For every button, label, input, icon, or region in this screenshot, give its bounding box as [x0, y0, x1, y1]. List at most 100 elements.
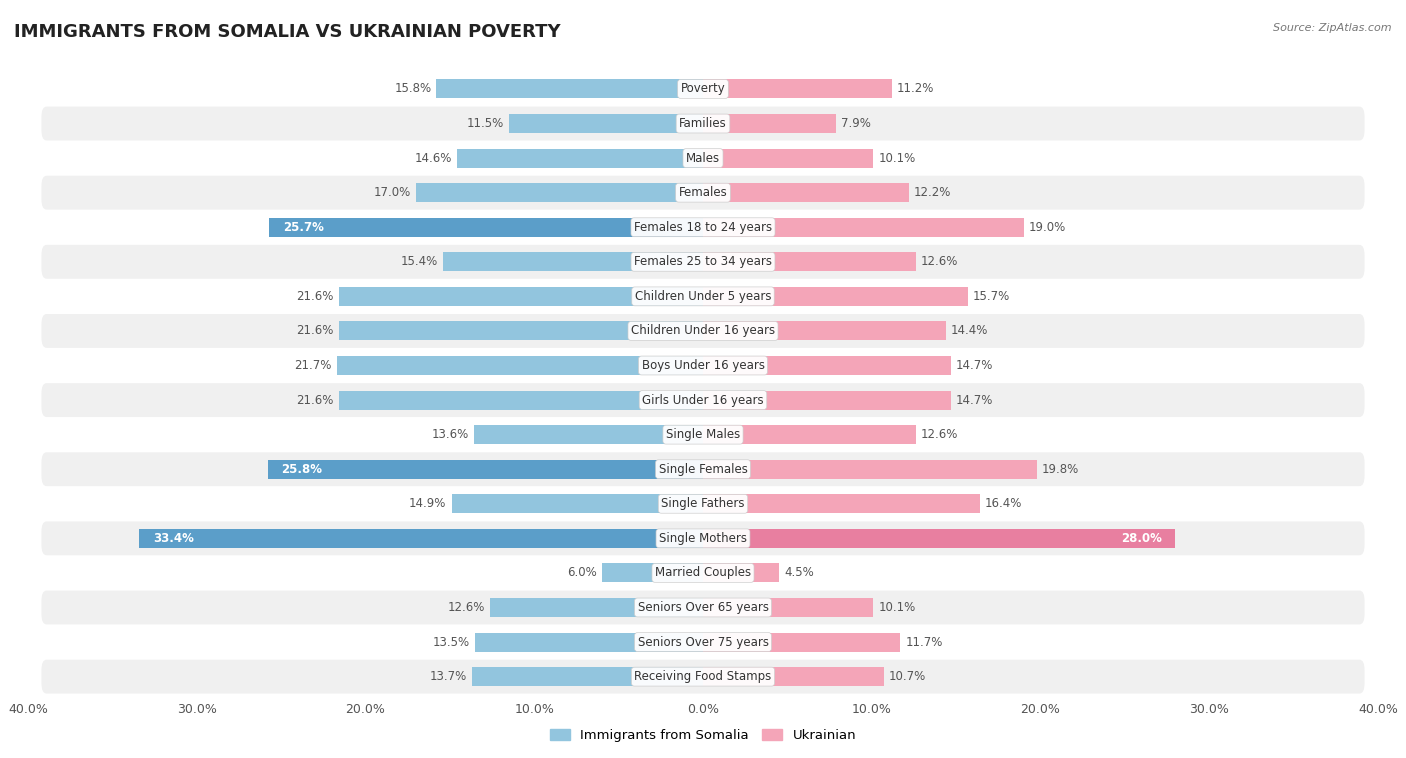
Bar — [457, 149, 703, 168]
Text: 11.2%: 11.2% — [897, 83, 935, 96]
Bar — [267, 459, 703, 479]
Text: Poverty: Poverty — [681, 83, 725, 96]
Text: 16.4%: 16.4% — [984, 497, 1022, 510]
Text: 13.7%: 13.7% — [430, 670, 467, 683]
Text: 25.7%: 25.7% — [283, 221, 323, 233]
Text: 14.7%: 14.7% — [956, 359, 994, 372]
FancyBboxPatch shape — [41, 210, 1365, 244]
Text: Single Mothers: Single Mothers — [659, 532, 747, 545]
Text: 7.9%: 7.9% — [841, 117, 872, 130]
Text: 15.4%: 15.4% — [401, 255, 439, 268]
Text: 6.0%: 6.0% — [567, 566, 596, 579]
Text: 17.0%: 17.0% — [374, 186, 411, 199]
Bar — [703, 598, 873, 617]
Bar — [703, 494, 980, 513]
Text: Seniors Over 75 years: Seniors Over 75 years — [637, 635, 769, 649]
Bar — [339, 287, 703, 306]
FancyBboxPatch shape — [41, 349, 1365, 383]
Text: 21.6%: 21.6% — [297, 393, 333, 406]
Text: Girls Under 16 years: Girls Under 16 years — [643, 393, 763, 406]
FancyBboxPatch shape — [41, 487, 1365, 521]
Bar — [703, 459, 1038, 479]
Bar — [703, 563, 779, 582]
FancyBboxPatch shape — [41, 176, 1365, 210]
Text: Females: Females — [679, 186, 727, 199]
Text: 12.6%: 12.6% — [921, 428, 957, 441]
Bar — [416, 183, 703, 202]
Bar — [703, 218, 1024, 236]
Bar — [703, 356, 950, 375]
Text: Source: ZipAtlas.com: Source: ZipAtlas.com — [1274, 23, 1392, 33]
Bar — [703, 149, 873, 168]
Text: Females 18 to 24 years: Females 18 to 24 years — [634, 221, 772, 233]
Text: 28.0%: 28.0% — [1121, 532, 1161, 545]
Text: Females 25 to 34 years: Females 25 to 34 years — [634, 255, 772, 268]
Text: 21.6%: 21.6% — [297, 324, 333, 337]
Text: 14.7%: 14.7% — [956, 393, 994, 406]
Text: 11.5%: 11.5% — [467, 117, 503, 130]
Text: 19.0%: 19.0% — [1029, 221, 1066, 233]
Text: 13.5%: 13.5% — [433, 635, 470, 649]
Bar — [474, 425, 703, 444]
Bar — [703, 529, 1175, 548]
Text: 4.5%: 4.5% — [785, 566, 814, 579]
Bar — [703, 667, 883, 686]
FancyBboxPatch shape — [41, 245, 1365, 279]
Text: Children Under 16 years: Children Under 16 years — [631, 324, 775, 337]
Bar — [339, 321, 703, 340]
Bar — [472, 667, 703, 686]
Bar — [703, 390, 950, 409]
FancyBboxPatch shape — [41, 107, 1365, 140]
Text: Single Fathers: Single Fathers — [661, 497, 745, 510]
FancyBboxPatch shape — [41, 314, 1365, 348]
Bar — [139, 529, 703, 548]
Bar — [337, 356, 703, 375]
FancyBboxPatch shape — [41, 556, 1365, 590]
FancyBboxPatch shape — [41, 418, 1365, 452]
Text: 12.2%: 12.2% — [914, 186, 952, 199]
Text: 21.6%: 21.6% — [297, 290, 333, 303]
Text: Families: Families — [679, 117, 727, 130]
Bar — [509, 114, 703, 133]
Text: Receiving Food Stamps: Receiving Food Stamps — [634, 670, 772, 683]
Text: Children Under 5 years: Children Under 5 years — [634, 290, 772, 303]
Text: 21.7%: 21.7% — [294, 359, 332, 372]
Text: 14.4%: 14.4% — [950, 324, 988, 337]
Text: 13.6%: 13.6% — [432, 428, 468, 441]
FancyBboxPatch shape — [41, 625, 1365, 659]
Bar — [436, 80, 703, 99]
Bar — [703, 183, 908, 202]
Text: 11.7%: 11.7% — [905, 635, 943, 649]
Text: 15.8%: 15.8% — [394, 83, 432, 96]
Bar — [703, 114, 837, 133]
Bar — [703, 321, 946, 340]
Bar — [339, 390, 703, 409]
Legend: Immigrants from Somalia, Ukrainian: Immigrants from Somalia, Ukrainian — [544, 723, 862, 747]
FancyBboxPatch shape — [41, 141, 1365, 175]
Bar — [491, 598, 703, 617]
Text: 15.7%: 15.7% — [973, 290, 1010, 303]
Bar — [703, 425, 915, 444]
Text: 33.4%: 33.4% — [153, 532, 194, 545]
Text: Males: Males — [686, 152, 720, 164]
Text: 19.8%: 19.8% — [1042, 462, 1080, 476]
Text: 14.9%: 14.9% — [409, 497, 447, 510]
Bar — [703, 632, 900, 652]
Bar — [270, 218, 703, 236]
Text: IMMIGRANTS FROM SOMALIA VS UKRAINIAN POVERTY: IMMIGRANTS FROM SOMALIA VS UKRAINIAN POV… — [14, 23, 561, 41]
Bar — [451, 494, 703, 513]
Text: Boys Under 16 years: Boys Under 16 years — [641, 359, 765, 372]
Text: 12.6%: 12.6% — [921, 255, 957, 268]
FancyBboxPatch shape — [41, 590, 1365, 625]
Text: Single Females: Single Females — [658, 462, 748, 476]
Text: Single Males: Single Males — [666, 428, 740, 441]
FancyBboxPatch shape — [41, 453, 1365, 486]
Text: Seniors Over 65 years: Seniors Over 65 years — [637, 601, 769, 614]
FancyBboxPatch shape — [41, 522, 1365, 556]
Text: 10.7%: 10.7% — [889, 670, 925, 683]
Bar — [602, 563, 703, 582]
Bar — [475, 632, 703, 652]
Bar — [703, 287, 967, 306]
FancyBboxPatch shape — [41, 383, 1365, 417]
Text: 10.1%: 10.1% — [879, 601, 915, 614]
